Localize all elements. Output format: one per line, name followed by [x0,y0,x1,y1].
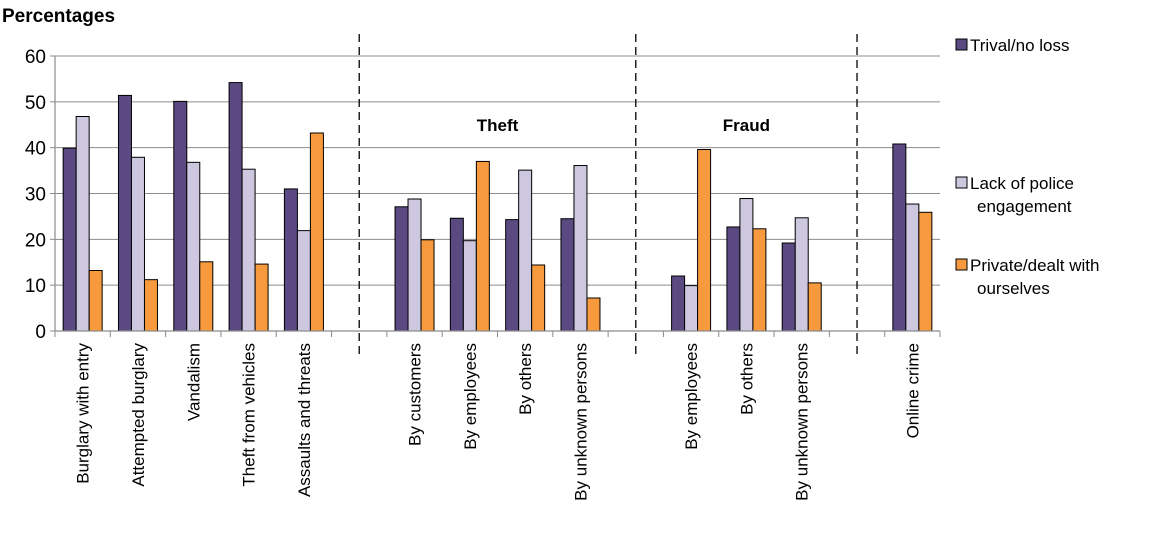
bar [199,261,214,332]
bar [228,82,243,332]
x-tick-label: Attempted burglary [129,343,148,487]
bar [283,188,298,332]
legend: Trival/no loss Lack of police engagement Pr… [955,36,1099,298]
bar [394,206,409,332]
x-tick-label: By customers [406,343,425,446]
bar [407,198,422,332]
bar [697,149,712,332]
bar [560,218,575,332]
bar [88,270,103,332]
bar [905,203,920,332]
x-tick-label: Online crime [903,343,922,438]
x-tick-label: By employees [682,343,701,450]
bar [186,161,201,332]
bar [117,94,132,332]
bar [130,156,145,332]
x-tick-label: By unknown persons [793,343,812,501]
y-tick-label: 10 [25,276,46,297]
bar [918,211,933,332]
bar [309,132,324,332]
y-tick-label: 0 [35,322,46,343]
y-tick-labels: 0 10 20 30 40 50 60 [25,47,46,343]
x-tick-label: By others [516,343,535,415]
y-tick-label: 60 [25,47,46,68]
bar [143,279,158,332]
group-labels: Theft Fraud [477,116,770,135]
legend-swatch [955,258,968,271]
bars [62,82,933,332]
bar [518,169,533,332]
bar [739,198,754,332]
legend-label: Private/dealt with [970,256,1099,275]
group-separators [358,34,858,355]
bar [807,282,822,332]
bar [62,147,77,332]
axes [50,55,941,337]
legend-label: engagement [977,197,1072,216]
y-axis-title: Percentages [2,6,115,27]
x-tick-label: Vandalism [184,343,203,421]
bar [531,264,546,332]
legend-swatch [955,176,968,189]
bar [781,242,796,332]
legend-label: Lack of police [970,174,1074,193]
bar [420,239,435,332]
group-label: Fraud [723,116,770,135]
bar [684,285,699,332]
bar [573,165,588,332]
y-tick-label: 30 [25,185,46,206]
bar [173,100,188,332]
x-tick-label: By others [737,343,756,415]
legend-label: Trival/no loss [970,36,1070,55]
bar [449,217,464,332]
legend-label: ourselves [977,279,1050,298]
bar [75,116,90,332]
bar [254,263,269,332]
x-tick-label: Assaults and threats [295,343,314,497]
bar [726,226,741,332]
bar [671,275,686,332]
x-tick-label: By employees [461,343,480,450]
y-tick-label: 40 [25,139,46,160]
y-tick-label: 50 [25,93,46,114]
group-label: Theft [477,116,519,135]
bar [892,143,907,332]
bar [505,219,520,332]
bar [752,228,767,332]
bar [794,217,809,332]
x-tick-labels: Burglary with entry Attempted burglary Van… [74,343,923,501]
x-tick-label: Theft from vehicles [240,343,259,487]
bar [462,240,477,332]
bar [296,230,311,332]
legend-swatch [955,38,968,51]
y-tick-label: 20 [25,230,46,251]
bar [586,297,601,332]
bar [241,168,256,332]
x-tick-label: Burglary with entry [74,343,93,484]
x-tick-label: By unknown persons [571,343,590,501]
bar [475,160,490,332]
